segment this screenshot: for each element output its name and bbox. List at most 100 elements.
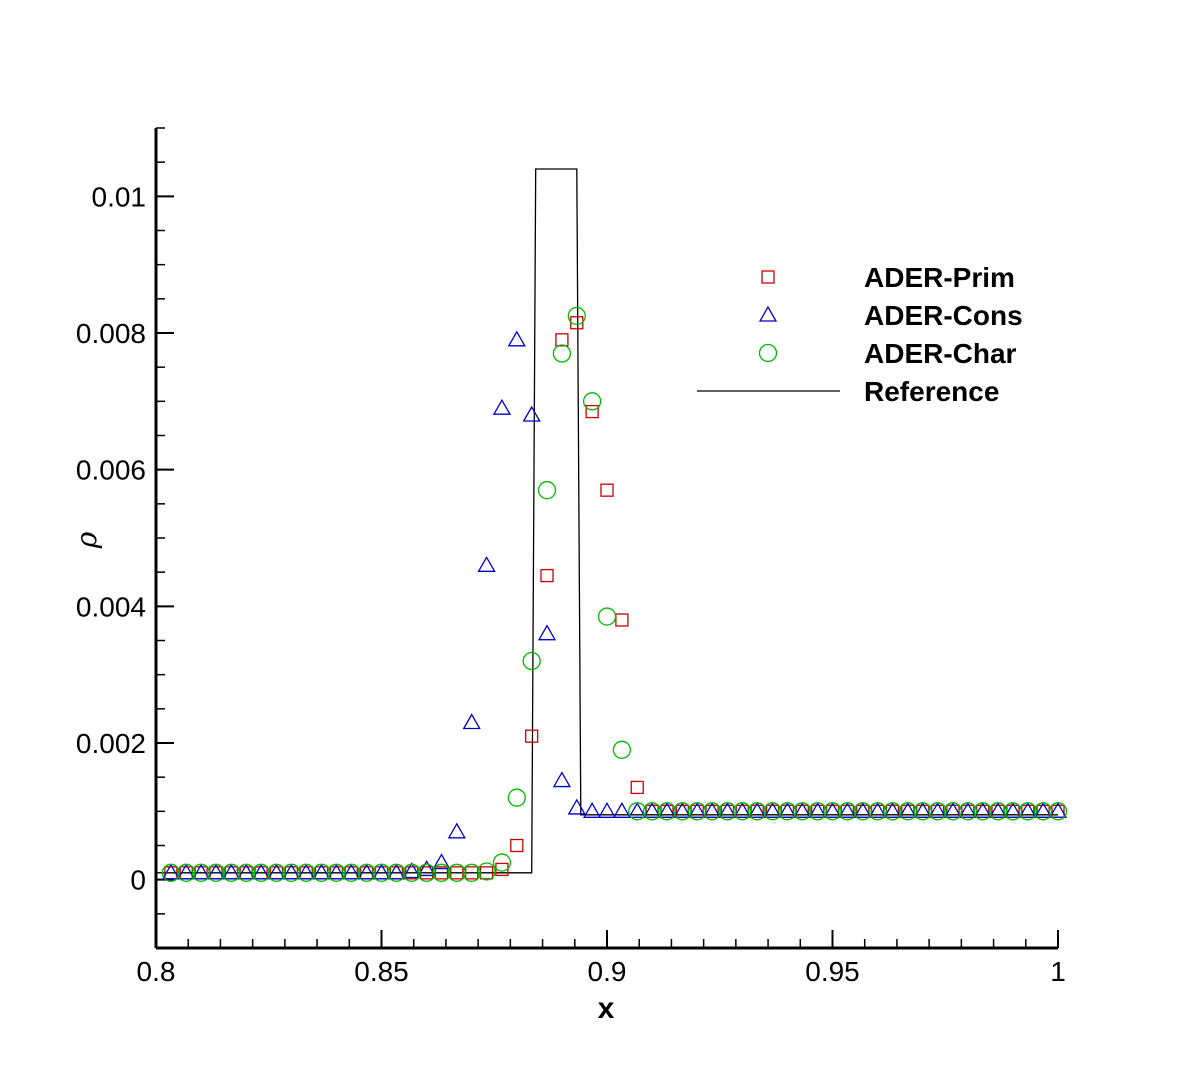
data-point-ader-cons [492, 398, 512, 415]
legend: ADER-Prim ADER-Cons ADER-Char Reference [697, 262, 1023, 407]
legend-marker-ader-char [758, 343, 778, 363]
data-point-ader-char [688, 802, 707, 821]
data-point-ader-cons [357, 863, 376, 880]
data-point-ader-char [763, 802, 782, 821]
data-point-ader-cons [718, 802, 737, 818]
series-layer [156, 168, 1068, 882]
data-point-ader-char [1033, 802, 1053, 821]
data-point-ader-cons [763, 802, 782, 818]
data-point-ader-char [552, 344, 572, 363]
data-point-ader-char [1003, 802, 1023, 821]
data-point-ader-char [1018, 802, 1037, 821]
y-tick-label: 0 [130, 865, 146, 896]
data-point-ader-char [462, 863, 481, 882]
data-point-ader-cons [1033, 802, 1053, 818]
y-tick-label: 0.004 [76, 591, 146, 622]
data-point-ader-char [282, 863, 301, 882]
data-point-ader-cons [447, 822, 466, 839]
y-tick-label: 0.006 [76, 455, 146, 486]
data-point-ader-char [567, 306, 586, 326]
legend-label: ADER-Char [864, 338, 1017, 369]
data-point-ader-char [838, 802, 857, 821]
data-point-ader-cons [928, 802, 947, 818]
data-point-ader-prim [615, 613, 629, 627]
data-point-ader-cons [913, 802, 932, 818]
data-point-ader-cons [688, 802, 707, 818]
data-point-ader-cons [402, 862, 421, 879]
data-point-ader-cons [823, 802, 842, 818]
data-point-ader-cons [297, 863, 316, 880]
data-point-ader-char [883, 802, 902, 821]
legend-label: ADER-Cons [864, 300, 1023, 331]
data-point-ader-prim [600, 483, 614, 497]
data-point-ader-cons [793, 802, 812, 818]
data-point-ader-char [342, 863, 361, 882]
data-point-ader-prim [585, 404, 599, 419]
data-point-ader-cons [342, 863, 361, 880]
data-point-ader-char [492, 853, 512, 872]
data-point-ader-cons [612, 802, 632, 818]
legend-marker-ader-prim [761, 270, 775, 284]
data-point-ader-char [161, 863, 181, 882]
legend-marker-ader-cons [758, 305, 778, 322]
series-ader-cons [161, 330, 1068, 880]
data-point-ader-cons [417, 860, 436, 877]
data-point-ader-char [402, 863, 421, 882]
data-point-ader-char [868, 802, 887, 821]
data-point-ader-char [432, 863, 451, 882]
data-point-ader-char [793, 802, 812, 821]
data-point-ader-char [327, 863, 346, 882]
series-ader-char [161, 306, 1068, 882]
data-point-ader-char [447, 863, 466, 882]
data-point-ader-char [657, 802, 677, 821]
data-point-ader-cons [958, 802, 977, 818]
data-point-ader-cons [597, 802, 617, 818]
data-point-ader-char [477, 862, 496, 881]
data-point-ader-cons [462, 713, 481, 730]
data-point-ader-char [387, 863, 406, 882]
data-point-ader-cons [778, 802, 797, 818]
data-point-ader-cons [507, 330, 526, 347]
data-point-ader-char [372, 863, 391, 882]
data-point-ader-char [417, 863, 436, 882]
data-point-ader-cons [853, 802, 872, 818]
data-point-ader-char [267, 863, 286, 882]
data-point-ader-prim [510, 838, 524, 853]
data-point-ader-char [177, 863, 196, 882]
data-point-ader-cons [432, 853, 451, 870]
x-tick-label: 0.95 [805, 956, 860, 987]
data-point-ader-cons [312, 863, 331, 880]
data-point-ader-char [1048, 802, 1068, 821]
data-point-ader-cons [628, 802, 647, 818]
data-point-ader-cons [1048, 802, 1068, 818]
data-point-ader-cons [177, 863, 196, 880]
data-point-ader-cons [327, 863, 346, 880]
data-point-ader-cons [582, 802, 602, 818]
data-point-ader-cons [552, 771, 572, 788]
data-point-ader-char [612, 740, 632, 759]
legend-label: Reference [864, 376, 999, 407]
x-tick-label: 1 [1050, 956, 1066, 987]
data-point-ader-cons [657, 802, 677, 818]
data-point-ader-cons [733, 802, 752, 818]
data-point-ader-cons [522, 405, 541, 422]
data-point-ader-char [642, 802, 662, 821]
data-point-ader-char [958, 802, 977, 821]
data-point-ader-char [582, 392, 602, 411]
data-point-ader-cons [973, 802, 992, 818]
data-point-ader-cons [267, 863, 286, 880]
x-axis-title: x [598, 992, 615, 1025]
data-point-ader-cons [808, 802, 827, 818]
data-point-ader-char [191, 863, 211, 882]
data-point-ader-char [913, 802, 932, 821]
data-point-ader-prim [555, 333, 569, 347]
axes: 0.8 0.85 0.9 0.95 1 0 0.002 0.004 0.006 0.008 0.01 [76, 127, 1066, 987]
data-point-ader-cons [161, 863, 181, 880]
y-axis-title: ρ [70, 531, 103, 549]
data-point-ader-char [823, 802, 842, 821]
data-point-ader-cons [1003, 802, 1023, 818]
y-tick-label: 0.002 [76, 728, 146, 759]
data-point-ader-char [357, 863, 376, 882]
data-point-ader-cons [673, 802, 692, 818]
